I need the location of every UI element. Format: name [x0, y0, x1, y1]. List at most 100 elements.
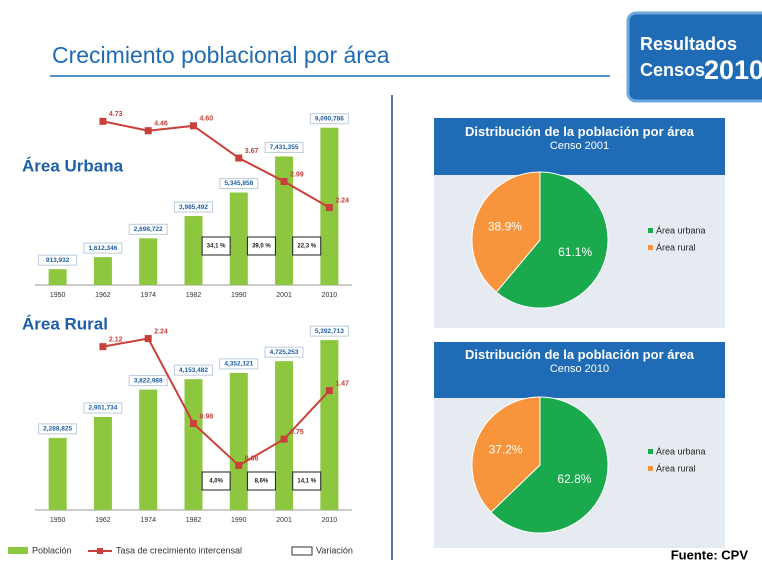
x-tick-label: 1990: [231, 292, 247, 299]
variation-label: 39,0 %: [252, 244, 271, 250]
value-label-box: [174, 364, 213, 376]
pie-slice: [471, 171, 541, 293]
pie-label: 37.2%: [489, 443, 523, 457]
rate-label: 4.73: [109, 111, 123, 118]
legend-swatch: [8, 547, 28, 554]
variation-box: [246, 236, 276, 256]
rate-marker: [325, 387, 333, 395]
rate-marker: [325, 203, 333, 211]
value-label: 5,345,858: [224, 180, 253, 187]
x-tick-label: 1974: [140, 517, 156, 524]
variation-box: [201, 236, 231, 256]
bar: [320, 340, 339, 510]
value-label-box: [264, 346, 304, 358]
logo-box: [626, 11, 762, 103]
variation-label: 34,1 %: [207, 244, 226, 250]
legend-label: Tasa de crecimiento intercensal: [116, 545, 242, 555]
value-label-box: [38, 254, 78, 266]
value-label-box: [264, 141, 304, 153]
legend-swatch: [648, 245, 653, 250]
value-label: 5,392,713: [315, 328, 344, 335]
bar: [93, 417, 112, 510]
logo-text: Censos: [640, 60, 705, 80]
logo-year: 2010: [704, 55, 762, 85]
value-label: 2,698,722: [134, 226, 163, 233]
value-label: 2,288,825: [43, 426, 72, 433]
chart-title: Área Urbana: [22, 156, 124, 175]
rate-marker: [280, 178, 288, 186]
legend-label: Población: [32, 545, 72, 555]
value-label: 1,612,346: [88, 245, 117, 252]
bar: [48, 437, 67, 510]
legend-label: Área urbana: [656, 225, 706, 235]
x-tick-label: 1950: [50, 517, 66, 524]
legend-label: Variación: [316, 545, 353, 555]
bar: [184, 379, 203, 510]
pie-header: [434, 118, 725, 175]
chart-title: Área Rural: [22, 314, 108, 333]
legend-swatch: [648, 228, 653, 233]
rate-label: 4.46: [154, 121, 168, 128]
value-label-box: [83, 402, 123, 414]
pie-title: Distribución de la población por área Cen…: [434, 347, 725, 377]
legend-swatch: [648, 466, 653, 471]
bar: [275, 156, 294, 285]
source: Fuente: CPV: [671, 547, 749, 562]
bar: [184, 216, 203, 285]
rate-label: 2.24: [154, 328, 168, 335]
legend-swatch: [648, 449, 653, 454]
pie-slice: [471, 396, 541, 513]
rate-marker: [190, 420, 197, 428]
variation-box: [246, 471, 276, 491]
bar: [139, 238, 158, 285]
value-label: 2,951,734: [88, 405, 117, 412]
value-label-box: [309, 113, 349, 125]
rate-label: 0.36: [245, 455, 259, 462]
pie-slice: [495, 171, 609, 309]
value-label-box: [83, 242, 123, 254]
bar: [93, 257, 112, 285]
bar: [229, 192, 248, 285]
pie-title: Distribución de la población por área Cen…: [434, 124, 725, 154]
value-label-box: [128, 375, 168, 387]
rate-label: 2.99: [290, 171, 304, 178]
rate-marker: [144, 335, 152, 343]
value-label: 7,431,355: [270, 144, 299, 151]
x-tick-label: 1982: [186, 292, 202, 299]
variation-label: 8,6%: [255, 479, 269, 485]
pie-label: 62.8%: [557, 472, 591, 486]
pie-title-text: Distribución de la población por área: [465, 347, 694, 362]
rate-label: 0.75: [290, 429, 304, 436]
x-tick-label: 1990: [231, 517, 247, 524]
legend-label: Área urbana: [656, 446, 706, 456]
legend-swatch: [291, 546, 313, 556]
value-label-box: [219, 178, 259, 190]
value-label: 3,822,988: [134, 377, 163, 384]
value-label: 9,090,786: [315, 115, 344, 122]
pie-header: [434, 342, 725, 398]
value-label-box: [174, 201, 213, 213]
rate-line: [102, 120, 330, 209]
x-tick-label: 2010: [322, 292, 338, 299]
variation-box: [292, 236, 322, 256]
rate-label: 4.60: [200, 116, 214, 123]
value-label: 4,352,121: [224, 361, 253, 368]
value-label-box: [219, 358, 259, 370]
x-tick-label: 2001: [276, 517, 292, 524]
pie-title-text: Distribución de la población por área: [465, 124, 694, 139]
value-label: 4,725,253: [270, 349, 299, 356]
value-label-box: [128, 223, 168, 235]
bar: [275, 361, 294, 510]
variation-box: [292, 471, 322, 491]
legend-label: Área rural: [656, 463, 696, 473]
x-tick-label: 2010: [322, 517, 338, 524]
pie-slice: [490, 396, 609, 534]
value-label-box: [38, 423, 78, 435]
rate-marker: [99, 117, 107, 125]
variation-label: 22,3 %: [297, 244, 316, 250]
pie-label: 38.9%: [488, 219, 522, 233]
x-tick-label: 1974: [140, 292, 156, 299]
x-tick-label: 1950: [50, 292, 66, 299]
